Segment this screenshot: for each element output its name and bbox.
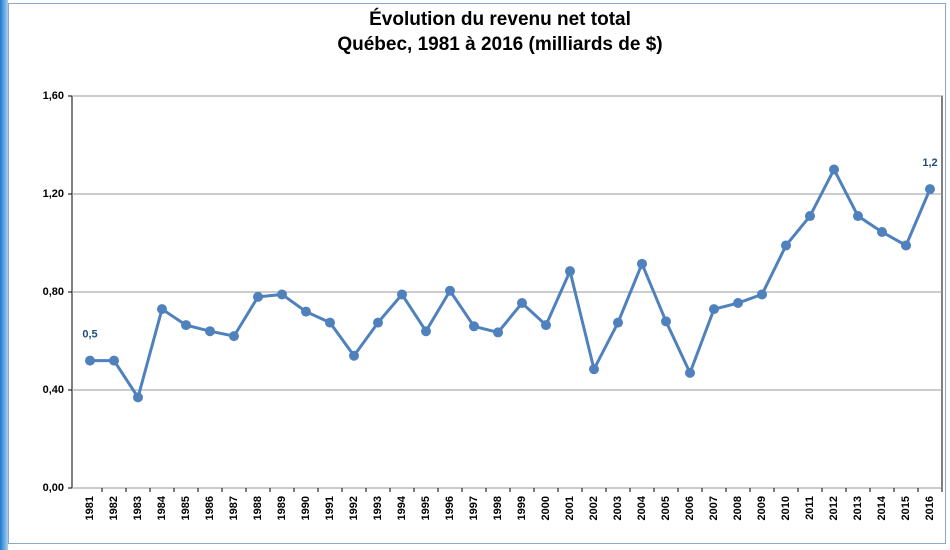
x-tick-label: 1983: [132, 496, 144, 520]
point: [373, 317, 383, 328]
point: [109, 355, 119, 366]
x-tick-label: 2013: [852, 496, 864, 520]
point: [781, 240, 791, 251]
x-tick-label: 1999: [516, 496, 528, 520]
point: [133, 392, 143, 403]
x-tick-label: 1984: [156, 495, 168, 520]
point: [493, 327, 503, 338]
x-tick-label: 1990: [300, 496, 312, 520]
x-tick-label: 1982: [108, 496, 120, 520]
x-tick-label: 2010: [780, 496, 792, 520]
point: [901, 240, 911, 251]
point: [589, 364, 599, 375]
x-tick-label: 2006: [684, 496, 696, 520]
x-tick-label: 1985: [180, 496, 192, 520]
x-tick-label: 2008: [732, 496, 744, 520]
point: [925, 184, 935, 195]
x-tick-label: 1997: [468, 496, 480, 520]
point: [565, 266, 575, 277]
x-tick-label: 2009: [756, 496, 768, 520]
x-tick-label: 2016: [924, 496, 936, 520]
x-tick-label: 2011: [804, 496, 816, 520]
point: [517, 298, 527, 309]
y-tick-label: 0,40: [43, 384, 64, 396]
x-tick-label: 2004: [636, 495, 648, 520]
x-tick-label: 2005: [660, 496, 672, 520]
x-tick-label: 1996: [444, 496, 456, 520]
point: [205, 326, 215, 337]
edge-decoration: [0, 0, 8, 550]
x-tick-label: 1992: [348, 496, 360, 520]
y-tick-label: 1,60: [43, 90, 64, 102]
point: [541, 320, 551, 331]
point: [853, 211, 863, 222]
data-label: 1,2: [922, 157, 937, 169]
y-tick-label: 0,00: [43, 482, 64, 494]
x-tick-label: 2003: [612, 496, 624, 520]
x-tick-label: 2001: [564, 496, 576, 520]
point: [637, 258, 647, 269]
x-tick-label: 2012: [828, 496, 840, 520]
point: [229, 331, 239, 342]
x-tick-label: 1993: [372, 496, 384, 520]
point: [421, 326, 431, 337]
x-tick-label: 2014: [876, 495, 888, 520]
y-tick-label: 0,80: [43, 286, 64, 298]
point: [877, 226, 887, 237]
point: [349, 350, 359, 361]
x-tick-label: 1991: [324, 496, 336, 520]
point: [733, 298, 743, 309]
point: [757, 289, 767, 300]
frame: [8, 3, 946, 544]
point: [301, 306, 311, 317]
point: [277, 289, 287, 300]
x-tick-label: 1981: [84, 496, 96, 520]
x-tick-label: 2015: [900, 496, 912, 520]
point: [613, 317, 623, 328]
point: [157, 304, 167, 315]
x-tick-label: 1995: [420, 496, 432, 520]
chart-title: Évolution du revenu net total: [369, 8, 631, 30]
point: [661, 316, 671, 327]
y-tick-label: 1,20: [43, 188, 64, 200]
chart-subtitle: Québec, 1981 à 2016 (milliards de $): [337, 34, 662, 55]
point: [445, 285, 455, 296]
point: [85, 355, 95, 366]
point: [325, 317, 335, 328]
data-label: 0,5: [82, 329, 97, 341]
point: [397, 289, 407, 300]
x-tick-label: 2007: [708, 496, 720, 520]
x-tick-label: 2000: [540, 496, 552, 520]
x-tick-label: 1986: [204, 496, 216, 520]
x-tick-label: 1998: [492, 496, 504, 520]
x-tick-label: 1994: [396, 495, 408, 520]
point: [805, 211, 815, 222]
point: [685, 367, 695, 378]
x-tick-label: 1988: [252, 496, 264, 520]
x-tick-label: 1989: [276, 496, 288, 520]
point: [709, 304, 719, 315]
point: [829, 164, 839, 175]
point: [181, 320, 191, 331]
x-tick-label: 2002: [588, 496, 600, 520]
point: [469, 321, 479, 332]
x-tick-label: 1987: [228, 496, 240, 520]
point: [253, 291, 263, 302]
